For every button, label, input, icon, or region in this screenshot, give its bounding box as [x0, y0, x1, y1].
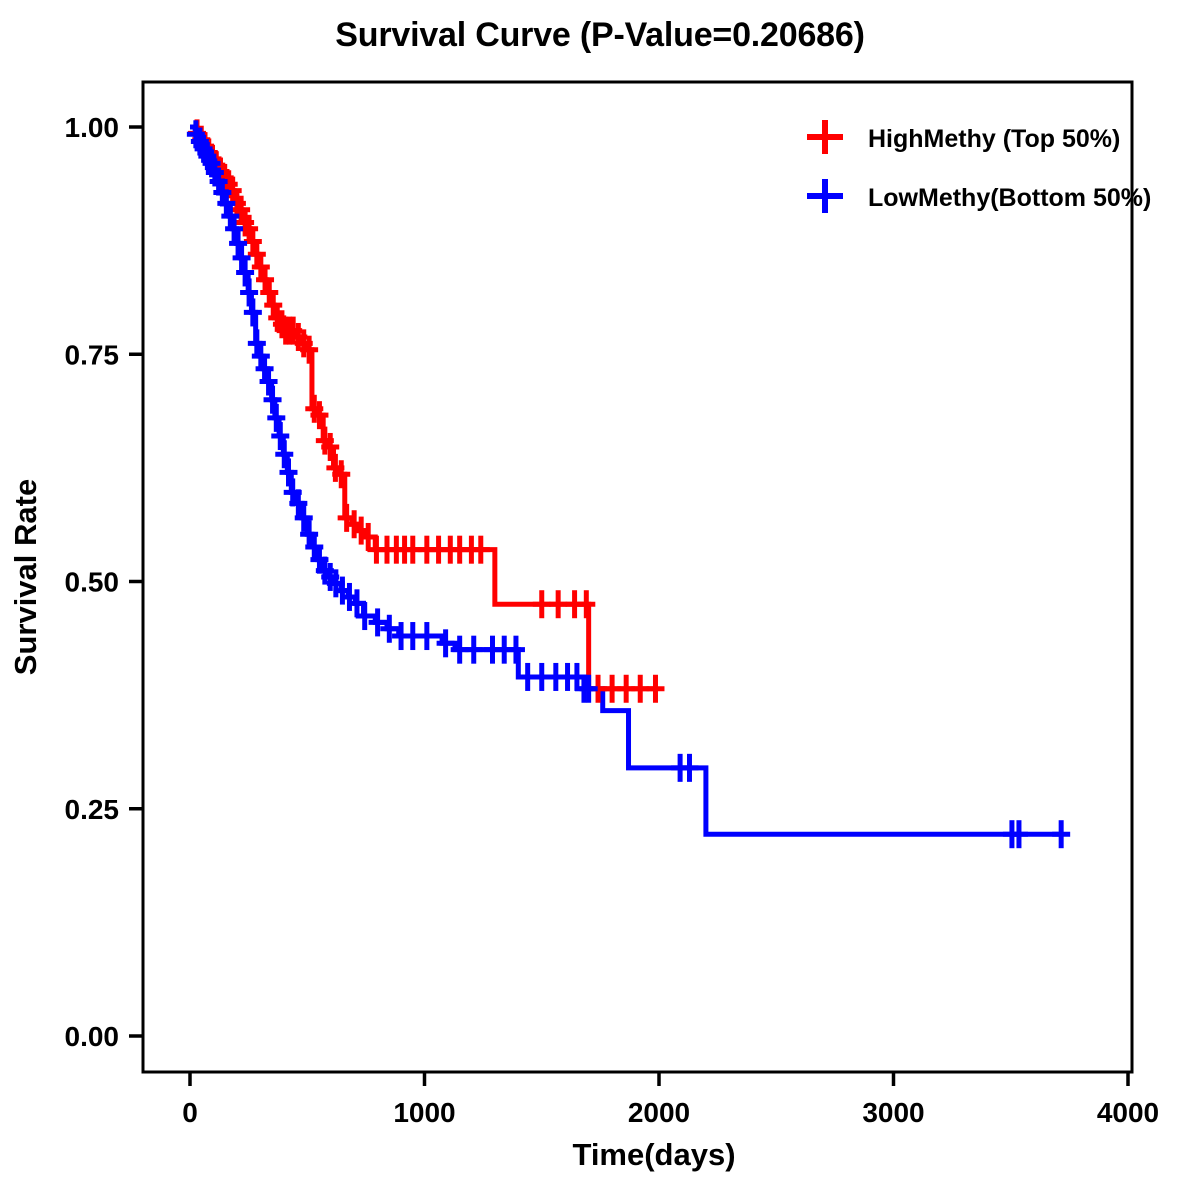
- censor-tick: [680, 753, 699, 782]
- y-tick-label: 0.00: [65, 1021, 120, 1052]
- censor-tick: [417, 622, 436, 651]
- x-tick-label: 3000: [862, 1097, 924, 1128]
- censor-tick: [240, 278, 259, 307]
- censor-tick: [229, 229, 248, 258]
- censor-tick: [631, 674, 650, 703]
- censor-tick: [532, 590, 551, 619]
- censor-tick: [289, 489, 308, 518]
- censor-tick: [279, 458, 298, 487]
- censor-tick: [294, 503, 313, 532]
- survival-curves: [190, 124, 1063, 837]
- x-axis-ticks: 0 1000 2000 3000 4000: [182, 1072, 1159, 1128]
- survival-step-line-low-methy: [190, 124, 1063, 837]
- y-axis-ticks: 0.00 0.25 0.50 0.75 1.00: [65, 112, 143, 1052]
- censor-tick: [310, 401, 329, 430]
- censor-tick: [646, 674, 665, 703]
- plus-marker-icon: [807, 120, 843, 154]
- censor-tick: [300, 335, 319, 364]
- censor-tick: [1052, 820, 1071, 849]
- legend-label: HighMethy (Top 50%): [868, 125, 1120, 153]
- censor-tick: [436, 629, 455, 658]
- censor-tick: [271, 422, 290, 451]
- censor-tick: [368, 608, 387, 637]
- y-tick-label: 1.00: [65, 112, 120, 143]
- legend[interactable]: HighMethy (Top 50%) LowMethy(Bottom 50%): [807, 120, 1151, 213]
- x-tick-label: 4000: [1097, 1097, 1159, 1128]
- y-tick-label: 0.25: [65, 794, 120, 825]
- censor-tick: [332, 460, 351, 489]
- censor-tick: [263, 385, 282, 414]
- x-tick-label: 1000: [393, 1097, 455, 1128]
- censor-tick: [275, 440, 294, 469]
- censor-tick: [321, 432, 340, 461]
- censor-tick: [267, 403, 286, 432]
- x-tick-label: 0: [182, 1097, 198, 1128]
- censor-tick: [549, 590, 568, 619]
- censor-marks: [186, 119, 1071, 849]
- y-tick-label: 0.75: [65, 339, 120, 370]
- censor-tick: [236, 258, 255, 287]
- censor-tick: [471, 535, 490, 564]
- censor-tick: [259, 367, 278, 396]
- censor-tick: [380, 614, 399, 643]
- legend-item-high-methy[interactable]: HighMethy (Top 50%): [807, 120, 1120, 154]
- censor-tick: [232, 243, 251, 272]
- y-axis-title: Survival Rate: [8, 479, 43, 675]
- censor-tick: [506, 635, 525, 664]
- legend-item-low-methy[interactable]: LowMethy(Bottom 50%): [807, 179, 1151, 213]
- censor-tick: [355, 602, 374, 631]
- legend-label: LowMethy(Bottom 50%): [868, 184, 1151, 212]
- plus-marker-icon: [807, 179, 843, 213]
- chart-title: Survival Curve (P-Value=0.20686): [335, 16, 865, 54]
- y-tick-label: 0.50: [65, 567, 120, 598]
- censor-tick: [579, 674, 598, 703]
- plot-frame: [141, 80, 1134, 1074]
- censor-tick: [577, 590, 596, 619]
- censor-tick: [243, 298, 262, 327]
- x-tick-label: 2000: [628, 1097, 690, 1128]
- censor-tick: [464, 635, 483, 664]
- censor-tick: [1009, 820, 1028, 849]
- x-axis-title: Time(days): [572, 1137, 735, 1172]
- censor-tick: [225, 214, 244, 243]
